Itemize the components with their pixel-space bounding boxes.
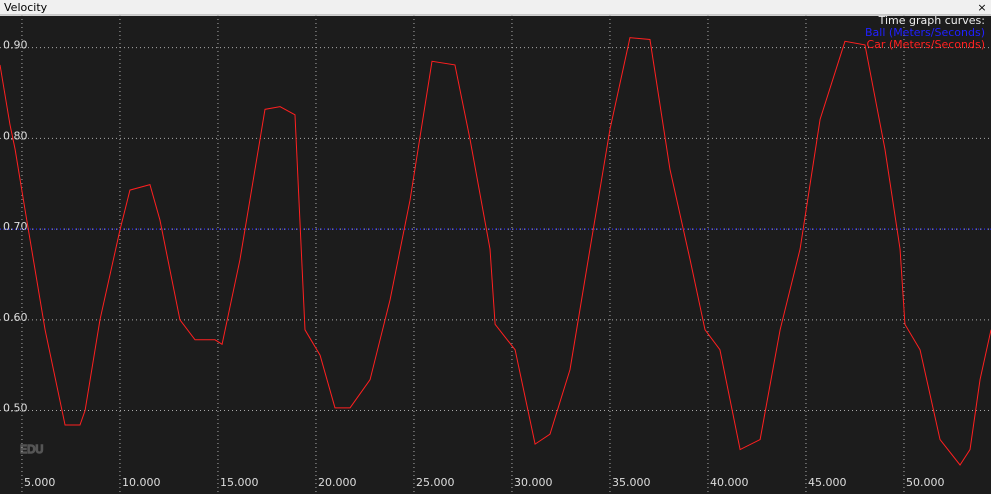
x-tick-label: 35.000 xyxy=(612,476,651,489)
y-tick-label: 0.90 xyxy=(3,39,28,52)
window-title: Velocity xyxy=(4,1,48,14)
legend-entry: Car (Meters/Seconds) xyxy=(866,38,985,51)
y-tick-label: 0.50 xyxy=(3,402,28,415)
watermark: EDU xyxy=(20,443,43,456)
y-tick-label: 0.60 xyxy=(3,311,28,324)
legend-entry: Ball (Meters/Seconds) xyxy=(865,26,985,39)
close-button[interactable]: × xyxy=(977,1,986,14)
x-tick-label: 40.000 xyxy=(710,476,749,489)
x-tick-label: 25.000 xyxy=(416,476,455,489)
x-tick-label: 15.000 xyxy=(220,476,259,489)
x-tick-label: 20.000 xyxy=(318,476,357,489)
plot-area xyxy=(0,16,991,494)
legend-title: Time graph curves: xyxy=(878,14,985,27)
y-tick-label: 0.70 xyxy=(3,220,28,233)
y-tick-label: 0.80 xyxy=(3,129,28,142)
x-tick-label: 5.000 xyxy=(24,476,55,489)
series-line xyxy=(0,37,991,466)
x-tick-label: 45.000 xyxy=(808,476,847,489)
x-tick-label: 10.000 xyxy=(122,476,160,489)
x-tick-label: 30.000 xyxy=(514,476,553,489)
x-tick-label: 50.000 xyxy=(906,476,945,489)
title-bar xyxy=(0,0,991,15)
